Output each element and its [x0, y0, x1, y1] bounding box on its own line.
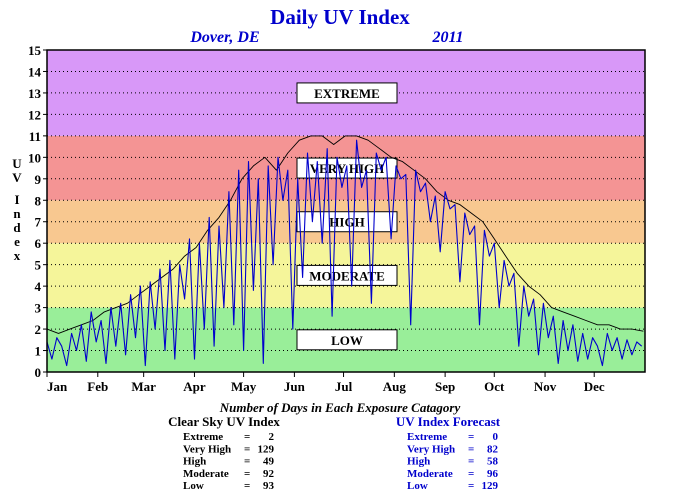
y-tick-label: 13: [28, 86, 42, 101]
stats-title-clear-sky: Clear Sky UV Index: [168, 414, 280, 429]
stats-equals-forecast: =: [468, 431, 474, 443]
x-tick-label-oct: Oct: [484, 379, 505, 394]
y-tick-label: 11: [29, 129, 41, 144]
category-label-extreme: EXTREME: [314, 86, 380, 101]
y-tick-label: 2: [35, 322, 42, 337]
y-axis-label-char: I: [14, 192, 19, 207]
y-tick-label: 0: [35, 365, 42, 380]
stats-equals-clear-sky: =: [244, 431, 250, 443]
y-axis-label-char: d: [13, 220, 21, 235]
stats-label-clear-sky: Low: [183, 480, 204, 492]
stats-label-clear-sky: High: [183, 456, 206, 468]
stats-value-forecast: 129: [482, 480, 499, 492]
y-axis-label-char: x: [14, 248, 21, 263]
y-axis-label-char: U: [12, 156, 22, 171]
x-tick-label-nov: Nov: [534, 379, 557, 394]
stats-equals-forecast: =: [468, 468, 474, 480]
category-label-low: LOW: [331, 333, 363, 348]
stats-equals-forecast: =: [468, 480, 474, 492]
stats-value-clear-sky: 49: [263, 456, 275, 468]
y-tick-label: 14: [28, 64, 42, 79]
category-label-moderate: MODERATE: [309, 268, 385, 283]
category-box-high: [296, 211, 398, 233]
exposure-caption: Number of Days in Each Exposure Catagory: [219, 400, 461, 415]
chart-year: 2011: [431, 29, 463, 46]
stats-label-forecast: Very High: [407, 443, 455, 455]
stats-equals-clear-sky: =: [244, 443, 250, 455]
stats-label-forecast: Moderate: [407, 468, 453, 480]
stats-label-clear-sky: Moderate: [183, 468, 229, 480]
y-axis-label-char: e: [14, 234, 20, 249]
y-tick-label: 7: [35, 215, 42, 230]
chart-location: Dover, DE: [189, 29, 259, 46]
y-axis-label-char: V: [12, 170, 22, 185]
stats-equals-forecast: =: [468, 456, 474, 468]
stats-label-clear-sky: Very High: [183, 443, 231, 455]
y-tick-label: 10: [28, 150, 41, 165]
x-axis-ticks: Jan Feb Mar Apr May Jun Jul Aug Sep Oct Nov Dec: [46, 372, 605, 394]
series-forecast-line: [46, 139, 643, 367]
chart-title: Daily UV Index: [270, 5, 410, 29]
x-tick-label-jan: Jan: [47, 379, 68, 394]
stats-value-clear-sky: 92: [263, 468, 275, 480]
x-tick-label-jun: Jun: [284, 379, 306, 394]
stats-equals-clear-sky: =: [244, 480, 250, 492]
plot-frame: [46, 49, 646, 373]
y-tick-label: 1: [35, 344, 42, 359]
x-tick-label-sep: Sep: [435, 379, 455, 394]
stats-label-forecast: Extreme: [407, 431, 447, 443]
stats-value-forecast: 0: [493, 431, 499, 443]
category-box-low: [296, 329, 398, 351]
y-tick-label: 12: [28, 107, 41, 122]
y-tick-label: 6: [35, 236, 42, 251]
y-axis-label-char: n: [13, 206, 21, 221]
stats-value-clear-sky: 2: [269, 431, 275, 443]
stats-value-forecast: 82: [487, 443, 499, 455]
category-box-extreme: [296, 82, 398, 104]
stats-value-clear-sky: 129: [258, 443, 275, 455]
data-series: [46, 135, 644, 367]
exposure-stats: Clear Sky UV Index Extreme = 2 Very High = 129…: [168, 414, 501, 492]
y-tick-label: 15: [28, 43, 42, 58]
x-tick-label-dec: Dec: [584, 379, 605, 394]
y-tick-label: 3: [35, 301, 42, 316]
stats-label-forecast: Low: [407, 480, 428, 492]
stats-equals-forecast: =: [468, 443, 474, 455]
y-tick-label: 9: [35, 172, 42, 187]
stats-equals-clear-sky: =: [244, 468, 250, 480]
y-tick-label: 8: [35, 193, 42, 208]
y-tick-label: 4: [35, 279, 42, 294]
x-tick-label-aug: Aug: [383, 379, 407, 394]
x-tick-label-apr: Apr: [183, 379, 206, 394]
stats-value-forecast: 58: [487, 456, 499, 468]
x-tick-label-may: May: [231, 379, 257, 394]
x-tick-label-jul: Jul: [335, 379, 353, 394]
x-tick-label-mar: Mar: [131, 379, 156, 394]
stats-label-forecast: High: [407, 456, 430, 468]
stats-equals-clear-sky: =: [244, 456, 250, 468]
stats-label-clear-sky: Extreme: [183, 431, 223, 443]
stats-value-forecast: 96: [487, 468, 499, 480]
category-label-high: HIGH: [329, 215, 364, 230]
stats-value-clear-sky: 93: [263, 480, 275, 492]
series-clear-sky-line: [46, 135, 644, 334]
stats-title-forecast: UV Index Forecast: [396, 414, 501, 429]
y-tick-label: 5: [35, 258, 42, 273]
x-tick-label-feb: Feb: [87, 379, 108, 394]
